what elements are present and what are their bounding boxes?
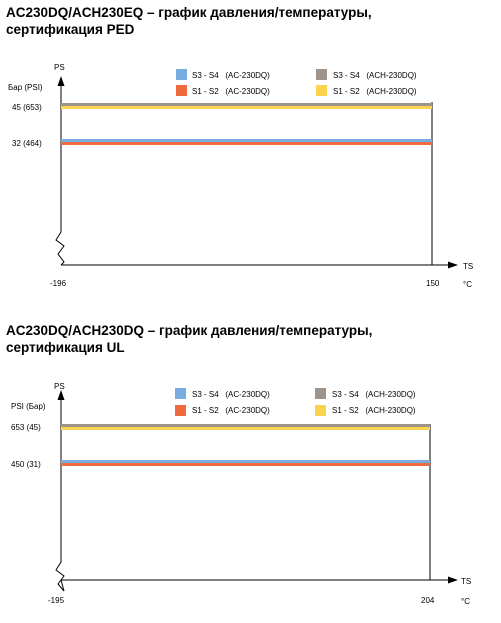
legend-label: S1 - S2 (AC-230DQ) [192,406,270,415]
chart-title-line1: AC230DQ/ACH230DQ – график давления/темпе… [6,323,373,338]
legend-label: S1 - S2 (AC-230DQ) [192,87,270,96]
x-axis-title: TS [461,577,471,586]
legend: S3 - S4 (AC-230DQ) S1 - S2 (AC-230DQ) S3… [176,69,417,96]
legend-label: S3 - S4 (ACH-230DQ) [332,390,416,399]
y-unit-label: PSI (Бар) [11,402,46,411]
x-unit-label: °C [461,597,470,606]
chart-ped-svg: PS Бар (PSI) TS °C -196 150 45 (653) 32 … [8,63,473,289]
legend-label: S3 - S4 (AC-230DQ) [192,71,270,80]
y-axis-arrow [57,390,65,400]
y-unit-label: Бар (PSI) [8,83,43,92]
chart-title: AC230DQ/ACH230DQ – график давления/темпе… [6,322,372,356]
y-tick-label-high: 45 (653) [12,103,42,112]
x-min-label: -195 [48,596,65,605]
y-axis [55,78,65,266]
chart-title-line2: сертификация UL [6,340,125,355]
legend-swatch [175,405,186,416]
series-s1-s2-ach [61,427,430,430]
y-tick-label-low: 450 (31) [11,460,41,469]
legend-label: S3 - S4 (ACH-230DQ) [333,71,417,80]
series-s3-s4-ach [61,103,432,106]
x-unit-label: °C [463,280,472,289]
x-max-label: 204 [421,596,435,605]
chart-title-line1: AC230DQ/ACH230EQ – график давления/темпе… [6,5,372,20]
x-axis-arrow [448,576,458,584]
legend: S3 - S4 (AC-230DQ) S1 - S2 (AC-230DQ) S3… [175,388,416,416]
legend-swatch [316,69,327,80]
y-axis-title: PS [54,63,65,72]
legend-swatch [175,388,186,399]
chart-ped: AC230DQ/ACH230EQ – график давления/темпе… [0,0,501,310]
chart-ul: AC230DQ/ACH230DQ – график давления/темпе… [0,318,501,623]
chart-ul-svg: PS PSI (Бар) TS °C -195 204 653 (45) 450… [11,382,471,606]
chart-title: AC230DQ/ACH230EQ – график давления/темпе… [6,4,372,38]
x-axis-arrow [448,261,458,269]
legend-label: S3 - S4 (AC-230DQ) [192,390,270,399]
legend-swatch [315,388,326,399]
series-s1-s2-ach [61,106,432,109]
y-tick-label-low: 32 (464) [12,139,42,148]
chart-title-line2: сертификация PED [6,22,135,37]
series-s1-s2-ac [61,463,430,466]
legend-swatch [316,85,327,96]
legend-swatch [315,405,326,416]
series-s3-s4-ac [61,139,432,142]
series-s3-s4-ach [61,424,430,427]
x-max-label: 150 [426,279,440,288]
x-axis-title: TS [463,262,473,271]
series-s3-s4-ac [61,460,430,463]
legend-label: S1 - S2 (ACH-230DQ) [332,406,416,415]
y-axis [55,392,65,592]
legend-swatch [176,69,187,80]
y-tick-label-high: 653 (45) [11,423,41,432]
x-min-label: -196 [50,279,67,288]
y-axis-title: PS [54,382,65,391]
legend-label: S1 - S2 (ACH-230DQ) [333,87,417,96]
legend-swatch [176,85,187,96]
y-axis-arrow [57,76,65,86]
series-s1-s2-ac [61,142,432,145]
